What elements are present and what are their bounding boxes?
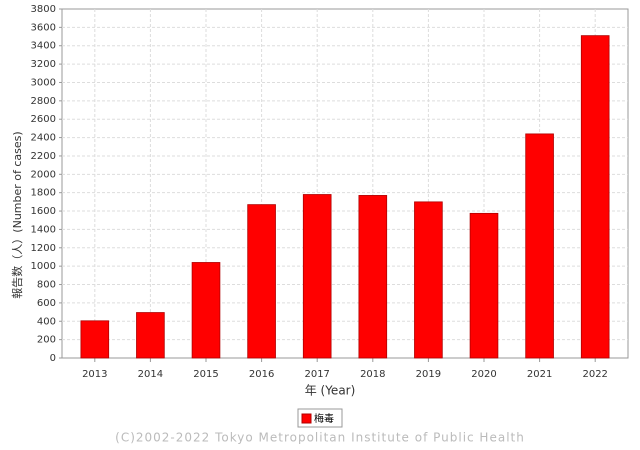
y-tick-label: 200 — [37, 335, 56, 346]
legend-swatch — [301, 413, 312, 424]
footer: (C)2002-2022 Tokyo Metropolitan Institut… — [115, 431, 525, 445]
x-tick-label: 2015 — [193, 369, 218, 380]
x-tick-label: 2016 — [249, 369, 274, 380]
bar — [580, 35, 610, 359]
bar — [469, 212, 499, 359]
x-tick-label: 2021 — [527, 369, 552, 380]
bar — [136, 312, 165, 359]
y-tick-label: 2800 — [31, 96, 56, 107]
y-tick-label: 1200 — [31, 243, 56, 254]
x-tick-label: 2017 — [304, 369, 329, 380]
bar — [302, 194, 332, 359]
y-tick-label: 1600 — [31, 206, 56, 217]
x-tick-label: 2013 — [82, 369, 107, 380]
bar — [414, 201, 443, 359]
x-tick-label: 2018 — [360, 369, 385, 380]
y-tick-label: 1800 — [31, 188, 56, 199]
y-tick-label: 3000 — [31, 77, 56, 88]
y-axis-label: 報告数（人）(Number of cases) — [11, 131, 24, 298]
x-axis-label: 年 (Year) — [305, 384, 356, 398]
bar — [191, 262, 221, 359]
y-tick-label: 1400 — [31, 224, 56, 235]
y-tick-label: 2000 — [31, 169, 56, 180]
x-tick-label: 2020 — [471, 369, 496, 380]
bar — [80, 320, 110, 359]
y-tick-label: 3600 — [31, 22, 56, 33]
x-tick-label: 2022 — [582, 369, 607, 380]
x-tick-label: 2014 — [138, 369, 163, 380]
y-tick-label: 1000 — [31, 261, 56, 272]
bar — [525, 133, 554, 359]
y-tick-label: 600 — [37, 298, 56, 309]
legend-label: 梅毒 — [314, 412, 334, 425]
y-tick-label: 3400 — [31, 41, 56, 52]
x-tick-label: 2019 — [416, 369, 441, 380]
y-tick-label: 3200 — [31, 59, 56, 70]
y-tick-label: 0 — [50, 353, 56, 364]
y-tick-label: 800 — [37, 280, 56, 291]
y-tick-label: 400 — [37, 316, 56, 327]
y-tick-label: 2200 — [31, 151, 56, 162]
y-tick-label: 2600 — [31, 114, 56, 125]
y-tick-label: 2400 — [31, 133, 56, 144]
bar — [358, 195, 388, 359]
bar — [247, 204, 276, 359]
y-tick-label: 3800 — [31, 4, 56, 15]
